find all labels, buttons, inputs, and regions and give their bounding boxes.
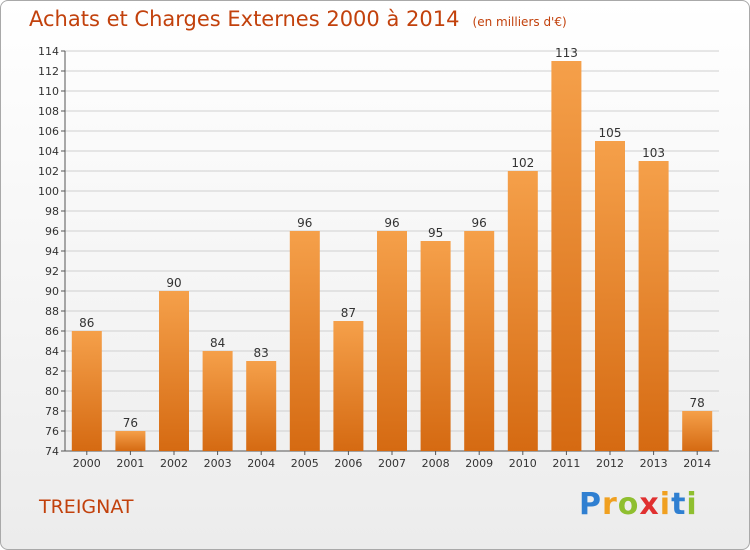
location-name: TREIGNAT (39, 496, 134, 518)
y-tick-label: 104 (38, 145, 59, 158)
bar-2000 (71, 331, 102, 451)
data-label-2011: 113 (555, 46, 578, 60)
y-tick-label: 100 (38, 185, 59, 198)
data-label-2006: 87 (341, 306, 356, 320)
bar-2007 (377, 231, 407, 451)
y-tick-label: 86 (45, 325, 59, 338)
bar-2010 (507, 171, 538, 451)
y-tick-label: 114 (38, 45, 59, 58)
x-tick-label-2010: 2010 (509, 457, 537, 470)
bar-2009 (464, 231, 495, 451)
y-tick-label: 112 (38, 65, 59, 78)
x-tick-label-2013: 2013 (640, 457, 668, 470)
bar-2002 (159, 291, 189, 451)
data-labels: 86 76 90 84 83 96 87 96 95 96 102 113 105 103 78 (79, 46, 705, 430)
data-label-2014: 78 (690, 396, 705, 410)
data-label-2004: 83 (254, 346, 269, 360)
x-tick-label-2005: 2005 (291, 457, 319, 470)
bar-2004 (246, 361, 277, 451)
bar-2012 (595, 141, 625, 451)
logo-letter: t (671, 487, 687, 522)
x-tick-label-2011: 2011 (552, 457, 580, 470)
logo-letter: r (602, 487, 618, 522)
data-label-2005: 96 (297, 216, 312, 230)
x-tick-label-2012: 2012 (596, 457, 624, 470)
x-tick-label-2001: 2001 (116, 457, 144, 470)
title-main: Achats et Charges Externes 2000 à 2014 (29, 7, 460, 31)
y-tick-label: 84 (45, 345, 59, 358)
data-label-2009: 96 (472, 216, 487, 230)
logo-letter: i (659, 487, 672, 522)
x-tick-label-2002: 2002 (160, 457, 188, 470)
bar-2003 (202, 351, 233, 451)
y-tick-label: 108 (38, 105, 59, 118)
y-tick-label: 76 (45, 425, 59, 438)
bar-2008 (420, 241, 451, 451)
data-label-2003: 84 (210, 336, 225, 350)
y-tick-label: 78 (45, 405, 59, 418)
proxiti-logo: Proxiti (579, 487, 698, 522)
data-label-2012: 105 (599, 126, 622, 140)
bar-2001 (115, 431, 146, 451)
x-tick-label-2009: 2009 (465, 457, 493, 470)
y-tick-label: 88 (45, 305, 59, 318)
bar-2013 (638, 161, 669, 451)
data-label-2007: 96 (384, 216, 399, 230)
y-tick-label: 80 (45, 385, 59, 398)
logo-letter: i (686, 487, 698, 522)
y-tick-label: 96 (45, 225, 59, 238)
chart-title: Achats et Charges Externes 2000 à 2014 (… (29, 7, 567, 31)
x-tick-label-2006: 2006 (334, 457, 362, 470)
data-label-2010: 102 (511, 156, 534, 170)
y-tick-label: 102 (38, 165, 59, 178)
x-tick-label-2000: 2000 (73, 457, 101, 470)
data-label-2000: 86 (79, 316, 94, 330)
x-tick-label-2014: 2014 (683, 457, 711, 470)
y-tick-label: 98 (45, 205, 59, 218)
bars (71, 61, 713, 451)
bar-2006 (333, 321, 364, 451)
data-label-2002: 90 (166, 276, 181, 290)
y-tick-label: 106 (38, 125, 59, 138)
y-tick-label: 74 (45, 445, 59, 458)
y-tick-label: 94 (45, 245, 59, 258)
logo-letter: P (579, 487, 602, 522)
title-unit: (en milliers d'€) (472, 15, 567, 29)
y-tick-label: 90 (45, 285, 59, 298)
x-tick-label-2007: 2007 (378, 457, 406, 470)
data-label-2013: 103 (642, 146, 665, 160)
bar-2014 (682, 411, 713, 451)
x-tick-label-2003: 2003 (204, 457, 232, 470)
bar-2005 (289, 231, 320, 451)
x-tick-label-2008: 2008 (422, 457, 450, 470)
bar-2011 (551, 61, 582, 451)
y-tick-label: 82 (45, 365, 59, 378)
y-tick-label: 92 (45, 265, 59, 278)
logo-letter: x (639, 487, 660, 522)
data-label-2001: 76 (123, 416, 138, 430)
logo-letter: o (617, 487, 640, 522)
x-tick-label-2004: 2004 (247, 457, 275, 470)
y-tick-label: 110 (38, 85, 59, 98)
data-label-2008: 95 (428, 226, 443, 240)
